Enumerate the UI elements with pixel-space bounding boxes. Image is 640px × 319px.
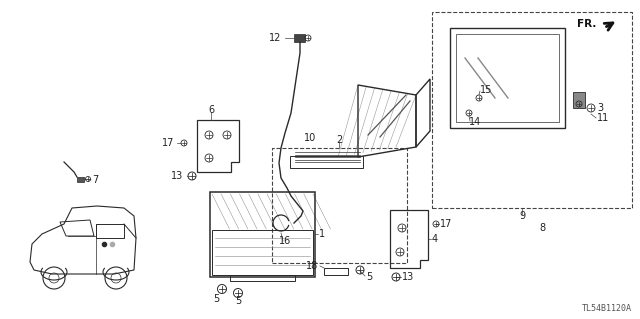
Text: 2: 2 (336, 135, 342, 145)
Text: 17: 17 (162, 138, 174, 148)
Text: 16: 16 (279, 236, 291, 246)
Bar (456, 34, 559, 122)
Text: 5: 5 (235, 296, 241, 306)
Bar (432, 12, 632, 208)
Text: 7: 7 (92, 175, 99, 185)
Text: 11: 11 (597, 113, 609, 123)
Polygon shape (294, 34, 305, 42)
Text: 9: 9 (519, 211, 525, 221)
Text: 8: 8 (539, 223, 545, 233)
Text: TL54B1120A: TL54B1120A (582, 304, 632, 313)
Bar (450, 28, 565, 128)
Text: 6: 6 (208, 105, 214, 115)
Text: 12: 12 (269, 33, 281, 43)
Bar (210, 192, 315, 277)
Text: 13: 13 (402, 272, 414, 282)
Text: 4: 4 (432, 234, 438, 244)
Text: 10: 10 (304, 133, 316, 143)
Bar (290, 156, 363, 168)
Text: 14: 14 (469, 117, 481, 127)
Text: 13: 13 (171, 171, 183, 181)
Bar (212, 230, 313, 275)
Bar (324, 268, 348, 275)
Text: 15: 15 (480, 85, 492, 95)
Text: 17: 17 (440, 219, 452, 229)
Text: 18: 18 (306, 261, 318, 271)
Polygon shape (77, 177, 84, 182)
Bar (573, 92, 585, 108)
Text: 3: 3 (597, 103, 603, 113)
Text: FR.: FR. (577, 19, 596, 29)
Text: 1: 1 (319, 229, 325, 239)
Text: 5: 5 (366, 272, 372, 282)
Bar (272, 148, 407, 263)
Text: 5: 5 (213, 294, 219, 304)
